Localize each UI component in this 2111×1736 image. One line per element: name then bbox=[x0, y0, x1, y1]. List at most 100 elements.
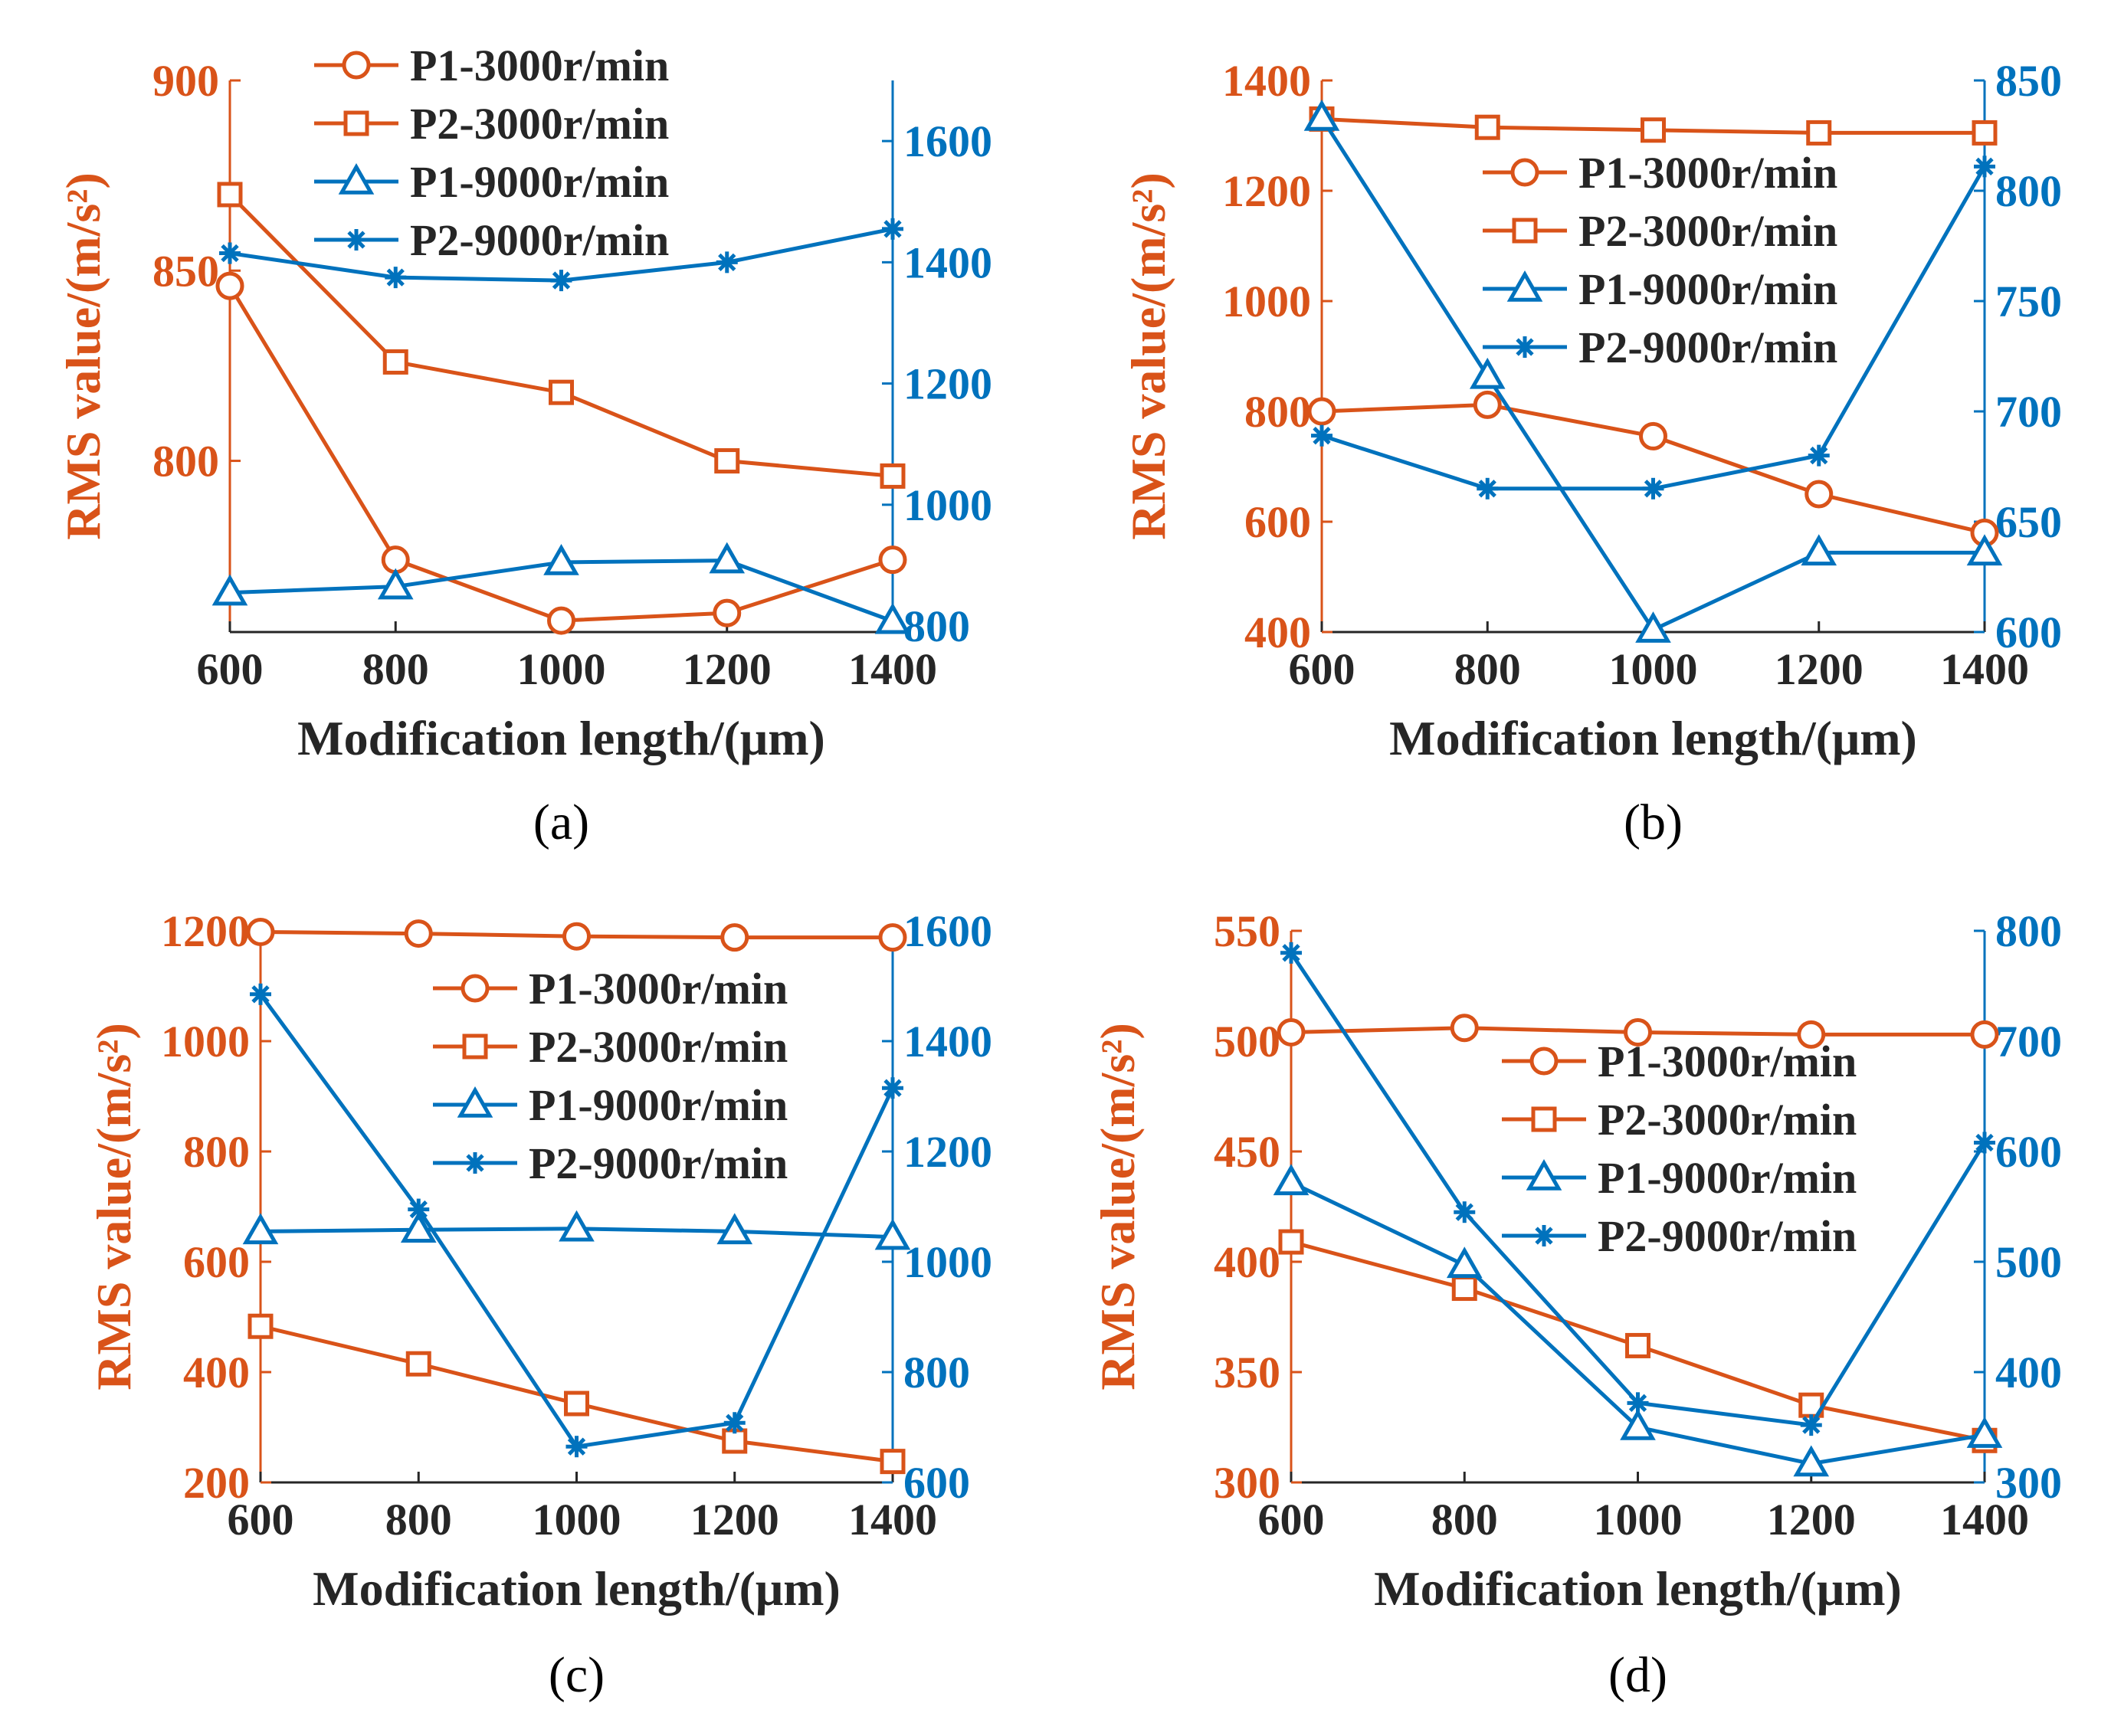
left-y-tick-label: 400 bbox=[1244, 608, 1311, 657]
x-tick-label: 1000 bbox=[1594, 1495, 1683, 1544]
left-y-axis-label: RMS value/(m/s²) bbox=[1090, 1023, 1145, 1390]
data-point-asterisk bbox=[1808, 444, 1830, 467]
data-point-triangle bbox=[1620, 1408, 1656, 1440]
legend-entry: P1-3000r/min bbox=[1502, 1037, 1857, 1086]
right-y-tick-label: 800 bbox=[903, 1348, 970, 1397]
data-point-asterisk bbox=[550, 270, 572, 292]
legend-label: P1-9000r/min bbox=[1598, 1153, 1857, 1203]
right-y-tick-label: 1200 bbox=[903, 1127, 992, 1177]
legend-entry: P1-9000r/min bbox=[1483, 264, 1837, 314]
data-point-circle bbox=[1797, 1020, 1826, 1049]
left-y-tick-label: 200 bbox=[183, 1458, 250, 1508]
x-tick-label: 600 bbox=[1289, 644, 1355, 694]
data-point-asterisk bbox=[385, 267, 407, 289]
x-tick-label: 600 bbox=[197, 644, 264, 694]
data-point-triangle bbox=[1273, 1164, 1310, 1196]
legend: P1-3000r/min P2-3000r/min P1-9000r/min P2-9… bbox=[1483, 148, 1837, 372]
data-point-asterisk bbox=[219, 242, 241, 264]
series-P2-3000r/min bbox=[1309, 106, 1998, 146]
right-y-tick-label: 1400 bbox=[903, 237, 992, 287]
data-point-asterisk bbox=[1454, 1201, 1476, 1223]
data-point-circle bbox=[720, 923, 749, 952]
legend-marker-asterisk bbox=[1514, 336, 1536, 358]
panel-d: 600 800 1000 1200 14003003504004505005503004… bbox=[1090, 906, 2062, 1703]
series-P1-9000r/min bbox=[1303, 99, 2003, 643]
data-point-circle bbox=[878, 545, 907, 575]
legend: P1-3000r/min P2-3000r/min P1-9000r/min P2-9… bbox=[314, 41, 669, 265]
data-point-triangle bbox=[1793, 1445, 1830, 1477]
legend-entry: P2-9000r/min bbox=[1483, 323, 1837, 372]
legend: P1-3000r/min P2-3000r/min P1-9000r/min P2-9… bbox=[433, 964, 788, 1188]
legend-label: P2-9000r/min bbox=[529, 1138, 788, 1188]
data-point-asterisk bbox=[716, 251, 738, 274]
legend-marker-triangle bbox=[1506, 270, 1543, 302]
legend-label: P1-9000r/min bbox=[1578, 264, 1837, 314]
left-y-tick-label: 500 bbox=[1214, 1017, 1280, 1066]
legend-entry: P1-3000r/min bbox=[433, 964, 788, 1014]
panel-a: 600 800 1000 1200 14008008509008001000120014… bbox=[56, 41, 992, 850]
left-y-tick-label: 300 bbox=[1214, 1458, 1280, 1508]
left-y-tick-label: 400 bbox=[183, 1348, 250, 1397]
series-P2-9000r/min bbox=[219, 218, 903, 292]
x-axis-label: Modification length/(μm) bbox=[297, 711, 825, 765]
legend-label: P2-9000r/min bbox=[410, 215, 669, 265]
left-y-tick-label: 800 bbox=[1244, 387, 1311, 437]
legend-marker-asterisk bbox=[1533, 1225, 1555, 1246]
x-tick-label: 1000 bbox=[517, 644, 606, 694]
right-y-tick-label: 800 bbox=[903, 601, 970, 651]
left-y-tick-label: 900 bbox=[152, 56, 219, 106]
left-y-tick-label: 400 bbox=[1214, 1237, 1280, 1287]
left-y-tick-label: 600 bbox=[183, 1237, 250, 1287]
x-tick-label: 800 bbox=[385, 1495, 452, 1544]
series-P1-9000r/min bbox=[211, 542, 911, 634]
data-point-square bbox=[382, 349, 408, 375]
legend-entry: P1-9000r/min bbox=[314, 157, 669, 207]
data-point-asterisk bbox=[1974, 1132, 1995, 1154]
right-y-tick-label: 650 bbox=[1995, 497, 2062, 547]
x-tick-label: 600 bbox=[228, 1495, 294, 1544]
x-tick-label: 1400 bbox=[848, 644, 937, 694]
right-y-tick-label: 400 bbox=[1995, 1348, 2062, 1397]
data-point-asterisk bbox=[882, 218, 903, 240]
legend-entry: P2-3000r/min bbox=[1502, 1095, 1857, 1145]
x-axis-label: Modification length/(μm) bbox=[313, 1561, 841, 1616]
data-point-square bbox=[1641, 117, 1666, 143]
x-tick-label: 600 bbox=[1258, 1495, 1325, 1544]
data-point-asterisk bbox=[408, 1198, 430, 1220]
legend-marker-square bbox=[462, 1033, 488, 1060]
left-y-tick-label: 450 bbox=[1214, 1127, 1280, 1177]
data-point-circle bbox=[713, 598, 742, 627]
data-point-square bbox=[564, 1390, 589, 1417]
data-point-asterisk bbox=[1800, 1414, 1822, 1436]
data-point-triangle bbox=[1469, 357, 1506, 389]
legend-label: P2-3000r/min bbox=[1578, 206, 1837, 256]
legend-label: P1-3000r/min bbox=[1598, 1037, 1857, 1086]
legend-label: P2-3000r/min bbox=[529, 1022, 788, 1072]
left-y-tick-label: 600 bbox=[1244, 497, 1311, 547]
right-y-tick-label: 700 bbox=[1995, 1017, 2062, 1066]
series-P2-9000r/min bbox=[250, 983, 903, 1458]
data-point-circle bbox=[1450, 1014, 1479, 1043]
series-P2-3000r/min bbox=[217, 182, 906, 489]
legend: P1-3000r/min P2-3000r/min P1-9000r/min P2-9… bbox=[1502, 1037, 1857, 1261]
data-point-triangle bbox=[1635, 611, 1671, 643]
legend-marker-asterisk bbox=[464, 1152, 486, 1174]
series-P2-9000r/min bbox=[1280, 942, 1995, 1436]
legend-entry: P1-3000r/min bbox=[314, 41, 669, 90]
data-point-asterisk bbox=[250, 983, 271, 1005]
x-tick-label: 1200 bbox=[683, 644, 772, 694]
series-P1-9000r/min bbox=[242, 1210, 911, 1250]
data-point-circle bbox=[1805, 480, 1834, 509]
right-y-tick-label: 600 bbox=[1995, 1127, 2062, 1177]
data-point-square bbox=[880, 1449, 906, 1475]
legend-marker-triangle bbox=[1526, 1158, 1562, 1191]
x-axis-label: Modification length/(μm) bbox=[1389, 711, 1917, 765]
data-point-triangle bbox=[559, 1210, 595, 1242]
legend-marker-square bbox=[1531, 1106, 1557, 1132]
right-y-tick-label: 1000 bbox=[903, 1237, 992, 1287]
data-point-square bbox=[1806, 120, 1832, 146]
data-point-circle bbox=[562, 922, 591, 951]
data-point-triangle bbox=[1966, 1417, 2003, 1448]
data-point-circle bbox=[1307, 397, 1336, 426]
